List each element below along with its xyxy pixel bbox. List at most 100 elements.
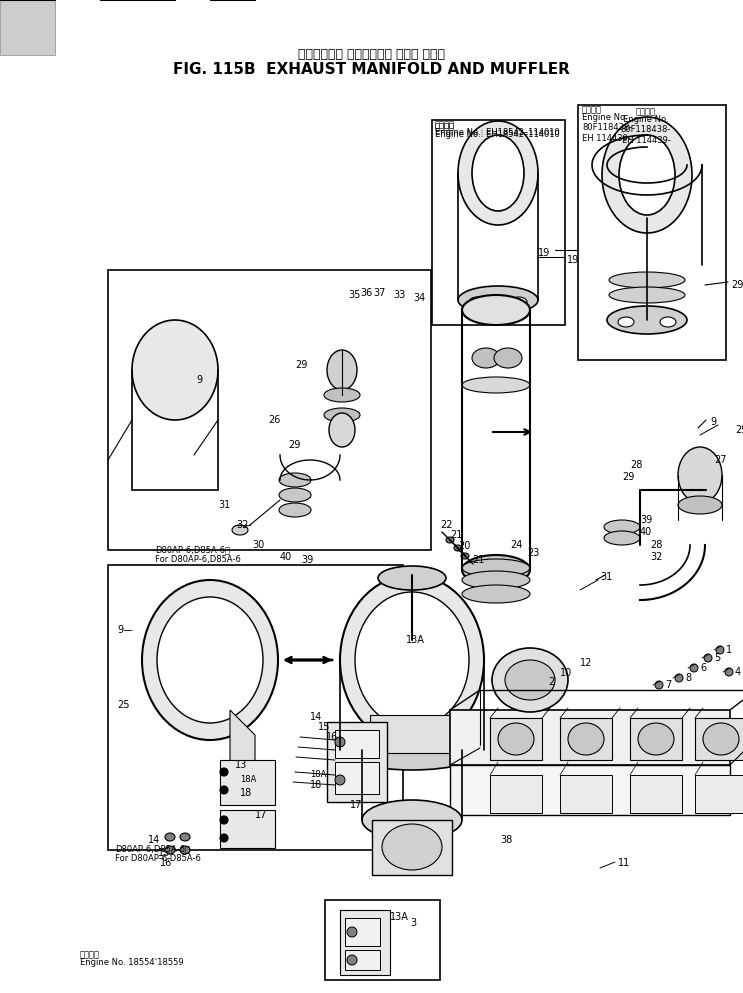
Ellipse shape [494,348,522,368]
Ellipse shape [462,377,530,393]
Text: 29: 29 [622,472,635,482]
Text: 10: 10 [560,668,572,678]
Bar [345,918,380,946]
Ellipse shape [609,272,685,288]
Bar [578,105,726,360]
Text: 13: 13 [235,760,247,770]
Ellipse shape [461,553,469,559]
Text: 39: 39 [301,555,314,565]
Ellipse shape [511,297,527,307]
Ellipse shape [675,674,683,682]
Ellipse shape [220,816,228,824]
Ellipse shape [472,135,524,211]
Bar [340,910,390,975]
Text: 31: 31 [600,572,612,582]
Bar [220,810,275,848]
Text: 9—: 9— [117,625,133,635]
Ellipse shape [220,786,228,794]
Text: 14: 14 [148,835,160,845]
Text: 39: 39 [640,515,652,525]
Ellipse shape [180,846,190,854]
Ellipse shape [602,117,692,233]
Text: Engine No.
80F118438-
EH 114439-: Engine No. 80F118438- EH 114439- [582,113,632,143]
Bar [450,710,730,765]
Text: 40: 40 [280,552,292,562]
Bar [695,718,743,760]
Text: 適用事車: 適用事車 [80,950,100,959]
Polygon shape [230,710,255,790]
Ellipse shape [716,646,724,654]
Ellipse shape [607,306,687,334]
Text: 3: 3 [410,918,416,928]
Text: 25: 25 [117,700,129,710]
Ellipse shape [704,654,712,662]
Bar [560,775,612,813]
Bar [335,730,379,758]
Text: 29: 29 [731,280,743,290]
Text: 適用予報: 適用予報 [435,122,455,131]
Text: 適用予報: 適用予報 [435,120,455,129]
Ellipse shape [462,559,530,577]
Text: 18A: 18A [310,770,326,779]
Ellipse shape [462,571,530,589]
Ellipse shape [335,775,345,785]
Text: エキゾースト マニホールド および マフラ: エキゾースト マニホールド および マフラ [297,48,444,61]
Ellipse shape [347,955,357,965]
Text: 15: 15 [318,722,331,732]
Text: 37: 37 [373,288,386,298]
Text: 36: 36 [360,288,372,298]
Text: 15: 15 [158,848,170,858]
Ellipse shape [469,297,485,307]
Ellipse shape [703,723,739,755]
Text: 16: 16 [160,858,172,868]
Text: 29: 29 [295,360,308,370]
Ellipse shape [324,408,360,422]
Text: Engine No.: EH18542–114010: Engine No.: EH18542–114010 [435,130,559,139]
Ellipse shape [492,648,568,712]
Text: 21: 21 [450,530,462,540]
Ellipse shape [498,723,534,755]
Bar [432,120,565,325]
Text: 6: 6 [700,663,706,673]
Ellipse shape [340,575,484,745]
Ellipse shape [329,413,355,447]
Ellipse shape [279,488,311,502]
Bar [630,718,682,760]
Bar [327,722,387,802]
Text: 28: 28 [630,460,643,470]
Text: FIG. 115B  EXHAUST MANIFOLD AND MUFFLER: FIG. 115B EXHAUST MANIFOLD AND MUFFLER [172,62,569,77]
Ellipse shape [725,668,733,676]
Text: 19: 19 [567,255,580,265]
Text: D80AP-6,D85A-6用
For D80AP-6,D85A-6: D80AP-6,D85A-6用 For D80AP-6,D85A-6 [155,545,241,564]
Bar [560,718,612,760]
Text: 12: 12 [580,658,592,668]
Text: 26: 26 [268,415,280,425]
Ellipse shape [327,350,357,390]
Bar [450,765,730,815]
Bar [0,0,55,55]
Ellipse shape [609,287,685,303]
Ellipse shape [458,286,538,314]
Ellipse shape [142,580,278,740]
Text: 9: 9 [196,375,202,385]
Bar [108,565,403,850]
Text: 適用予報: 適用予報 [582,105,602,114]
Ellipse shape [458,121,538,225]
Text: 9: 9 [710,417,716,427]
Text: 23: 23 [527,548,539,558]
Bar [335,762,379,794]
Text: 22: 22 [440,520,452,530]
Bar [695,775,743,813]
Text: Engine No. 18554‘18559: Engine No. 18554‘18559 [80,958,184,967]
Text: 21: 21 [472,555,484,565]
Text: 2: 2 [548,677,554,687]
Text: 20: 20 [458,541,470,551]
Text: 13A: 13A [406,635,424,645]
Text: 27: 27 [714,455,727,465]
Ellipse shape [462,295,530,325]
Ellipse shape [378,566,446,590]
Ellipse shape [604,531,640,545]
Text: 34: 34 [413,293,425,303]
Text: 17: 17 [255,810,267,820]
Text: 19: 19 [538,248,551,258]
